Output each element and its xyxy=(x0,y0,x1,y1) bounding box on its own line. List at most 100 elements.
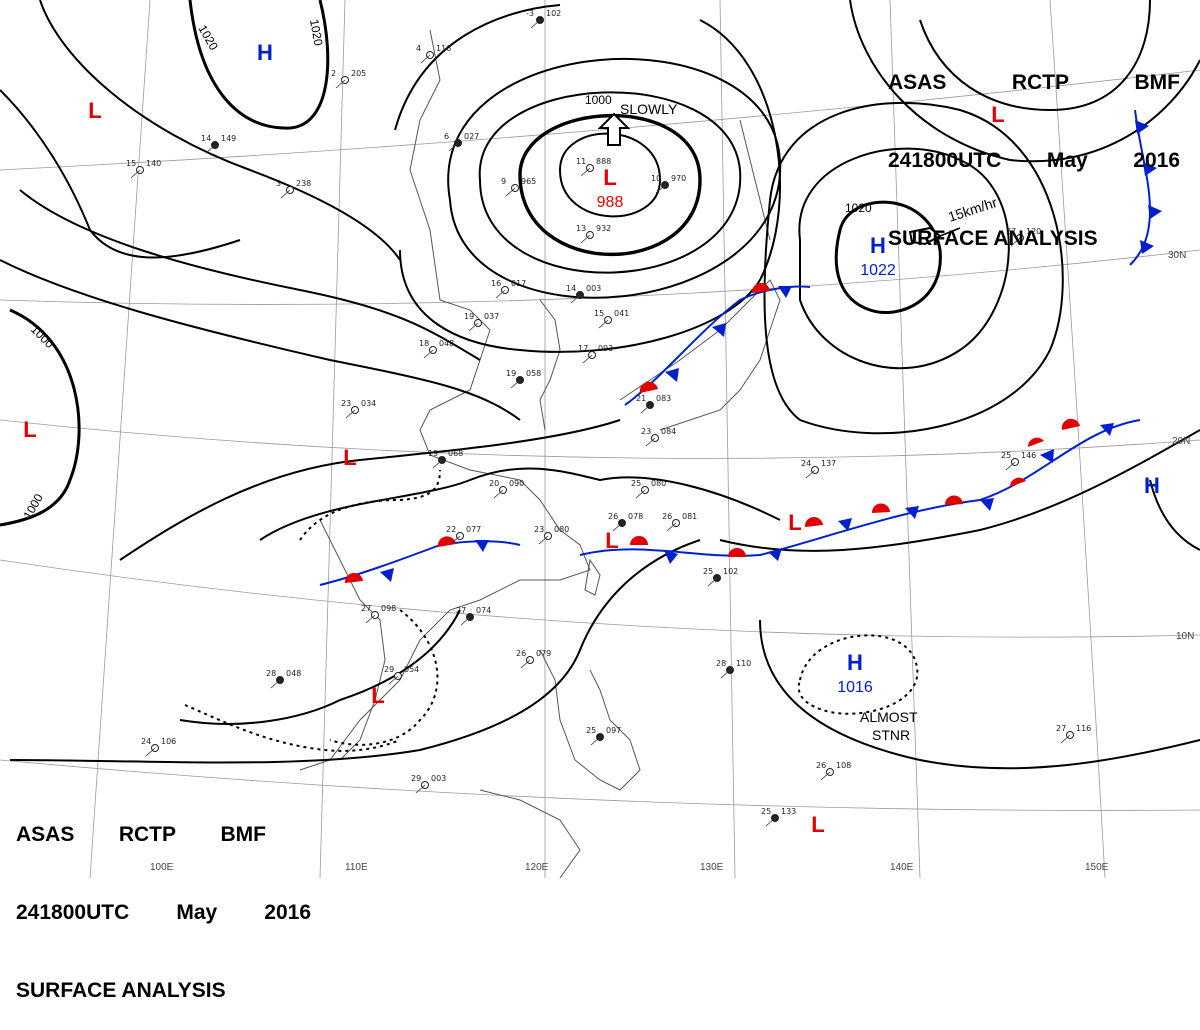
warm-marker xyxy=(1009,477,1026,487)
wind-barb xyxy=(655,184,666,194)
station-temp: 9 xyxy=(501,177,506,186)
isobar-low-ring4 xyxy=(447,57,782,299)
station-pressure: 137 xyxy=(821,459,836,468)
station-temp: 2 xyxy=(331,69,336,78)
station-temp: 19 xyxy=(428,449,438,458)
isobar-east-3 xyxy=(1149,479,1200,551)
station-pressure: 120 xyxy=(1026,227,1041,236)
station-temp: 11 xyxy=(576,157,586,166)
station-plot: 19 058 xyxy=(506,369,541,389)
station-pressure: 034 xyxy=(361,399,376,408)
station-plot: 16 017 xyxy=(491,279,526,299)
coast-indochina xyxy=(319,519,386,761)
station-temp: 3 xyxy=(276,179,281,188)
station-temp: 23 xyxy=(534,525,544,534)
station-temp: 15 xyxy=(126,159,136,168)
station-plot: 14 003 xyxy=(566,284,601,304)
station-temp: 25 xyxy=(1001,451,1011,460)
station-temp: 25 xyxy=(761,807,771,816)
wind-barb xyxy=(432,459,443,469)
parallel-10n xyxy=(0,559,1200,638)
station-temp: 23 xyxy=(341,399,351,408)
wind-barb xyxy=(335,79,346,89)
isobar-high-ring2 xyxy=(798,147,1010,370)
warm-marker xyxy=(751,282,770,293)
cold-marker xyxy=(712,323,726,337)
lon-label: 110E xyxy=(345,862,368,873)
cold-marker xyxy=(1143,162,1157,176)
station-plot: 22 077 xyxy=(446,525,481,545)
wind-barb xyxy=(420,54,431,64)
station-temp: 10 xyxy=(651,174,661,183)
title-word: RCTP xyxy=(118,823,177,846)
cold-marker xyxy=(905,506,919,519)
center-pressure-value: 1022 xyxy=(860,262,896,279)
title-word: BMF xyxy=(1134,71,1181,94)
warm-marker xyxy=(871,503,890,513)
station-pressure: 037 xyxy=(484,312,499,321)
station-pressure: 090 xyxy=(509,479,524,488)
station-pressure: 116 xyxy=(436,44,451,53)
warm-marker xyxy=(437,536,456,547)
station-temp: 18 xyxy=(419,339,429,348)
meridian-130e xyxy=(719,0,736,878)
coast-japan xyxy=(619,279,781,431)
isobar-label: 1000 xyxy=(585,93,612,107)
parallel-40n xyxy=(0,69,1200,171)
cold-marker xyxy=(1148,205,1162,219)
station-plot: 26 078 xyxy=(608,512,643,532)
wind-barb xyxy=(612,522,623,532)
station-plot: 15 140 xyxy=(126,159,161,179)
cold-marker xyxy=(664,550,678,564)
meridian-150e xyxy=(1049,0,1106,878)
low-pressure-marker: L xyxy=(343,445,356,470)
isobar-nw-4 xyxy=(0,89,241,259)
wind-barb xyxy=(598,319,609,329)
station-plot: 24 137 xyxy=(801,459,836,479)
station-pressure: 205 xyxy=(351,69,366,78)
dashed-west xyxy=(299,469,441,541)
low-pressure-marker: L xyxy=(88,98,101,123)
title-word: 2016 xyxy=(1133,149,1180,172)
title-word: RCTP xyxy=(1011,71,1070,94)
station-pressure: 106 xyxy=(161,737,176,746)
wind-barb xyxy=(582,354,593,364)
station-temp: 21 xyxy=(636,394,646,403)
isobar-ne-low-1 xyxy=(919,0,1151,112)
cold-marker xyxy=(665,368,679,382)
isobars xyxy=(0,0,1200,770)
wind-barb xyxy=(580,167,591,177)
station-temp: 27 xyxy=(361,604,371,613)
wind-barb xyxy=(570,294,581,304)
station-temp: 29 xyxy=(384,665,394,674)
title-block-bottom: ASAS RCTP BMF 241800UTC May 2016 SURFACE ANA… xyxy=(16,770,311,1030)
station-plot: 17 093 xyxy=(578,344,613,364)
low-pressure-marker: L xyxy=(811,812,824,837)
cold-marker xyxy=(1140,240,1154,254)
wind-barb xyxy=(1060,734,1071,744)
station-pressure: 077 xyxy=(466,525,481,534)
arrow-up-icon xyxy=(597,112,631,146)
station-pressure: 888 xyxy=(596,157,611,166)
title-word: 241800UTC xyxy=(888,149,1002,172)
station-plot: 19 068 xyxy=(428,449,463,469)
station-temp: 19 xyxy=(464,312,474,321)
station-pressure: 017 xyxy=(511,279,526,288)
station-pressure: 146 xyxy=(1021,451,1036,460)
isobar-nw-1 xyxy=(39,0,401,261)
wind-barb xyxy=(510,379,521,389)
lat-label: 30N xyxy=(1168,250,1186,261)
wind-barb xyxy=(145,747,156,757)
meridian-100e xyxy=(89,0,151,878)
movement-arrows xyxy=(597,112,942,246)
station-plot: 2 205 xyxy=(331,69,366,89)
station-temp: 27 xyxy=(456,606,466,615)
station-pressure: 003 xyxy=(586,284,601,293)
wind-barb xyxy=(538,535,549,545)
station-temp: 29 xyxy=(411,774,421,783)
wind-barb xyxy=(805,469,816,479)
warm-marker xyxy=(944,495,963,505)
station-plot: 25 102 xyxy=(703,567,738,587)
station-temp: 6 xyxy=(444,132,449,141)
